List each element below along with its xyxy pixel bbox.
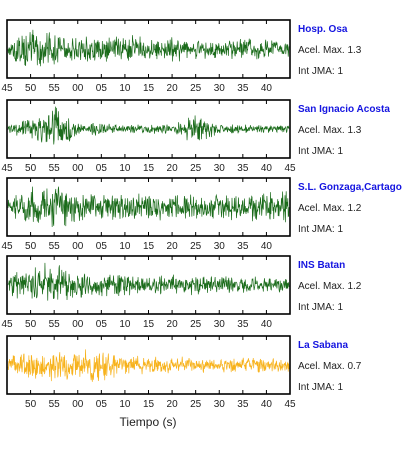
x-ticks-1: 45 50 55 00 05 10 15 20 25 30 35 40 bbox=[1, 20, 272, 94]
x-tick-label: 35 bbox=[237, 399, 249, 410]
panel-4: 45 50 55 00 05 10 15 20 25 30 35 40 INS Batan Acel. M… bbox=[1, 255, 362, 330]
x-tick-label: 10 bbox=[119, 241, 131, 252]
x-tick-label: 25 bbox=[190, 399, 202, 410]
x-tick-label: 20 bbox=[167, 319, 179, 330]
panels-group: 45 50 55 00 05 10 15 20 25 30 35 40 Hosp. Osa Acel. M… bbox=[1, 19, 402, 410]
station-name-1: Hosp. Osa bbox=[298, 24, 348, 35]
x-tick-label: 20 bbox=[167, 83, 179, 94]
x-tick-label: 05 bbox=[96, 319, 108, 330]
int-jma-label-3: Int JMA: 1 bbox=[298, 224, 343, 235]
panel-1: 45 50 55 00 05 10 15 20 25 30 35 40 Hosp. Osa Acel. M… bbox=[1, 19, 362, 94]
x-tick-label: 50 bbox=[25, 319, 37, 330]
x-tick-label: 30 bbox=[214, 241, 226, 252]
accel-max-label-5: Acel. Max. 0.7 bbox=[298, 361, 362, 372]
x-tick-label: 45 bbox=[1, 241, 13, 252]
x-tick-label: 45 bbox=[284, 163, 296, 174]
x-tick-label: 00 bbox=[72, 83, 84, 94]
x-tick-label: 55 bbox=[49, 163, 61, 174]
x-tick-label: 45 bbox=[1, 83, 13, 94]
x-tick-label: 50 bbox=[25, 163, 37, 174]
x-tick-label: 00 bbox=[72, 163, 84, 174]
x-tick-label: 05 bbox=[96, 83, 108, 94]
panel-2: 45 50 55 00 05 10 15 20 25 30 35 40 45 San Ignacio Ac… bbox=[1, 99, 390, 174]
x-tick-label: 25 bbox=[190, 163, 202, 174]
x-tick-label: 10 bbox=[119, 399, 131, 410]
x-ticks-3: 45 50 55 00 05 10 15 20 25 30 35 40 bbox=[1, 178, 272, 252]
x-tick-label: 55 bbox=[49, 241, 61, 252]
x-tick-label: 20 bbox=[167, 241, 179, 252]
int-jma-label-5: Int JMA: 1 bbox=[298, 382, 343, 393]
x-tick-label: 05 bbox=[96, 399, 108, 410]
x-tick-label: 30 bbox=[214, 163, 226, 174]
x-axis-label: Tiempo (s) bbox=[120, 415, 177, 429]
x-tick-label: 35 bbox=[237, 241, 249, 252]
x-tick-label: 10 bbox=[119, 319, 131, 330]
accel-max-label-2: Acel. Max. 1.3 bbox=[298, 125, 362, 136]
x-tick-label: 15 bbox=[143, 83, 155, 94]
int-jma-label-1: Int JMA: 1 bbox=[298, 66, 343, 77]
x-tick-label: 55 bbox=[49, 83, 61, 94]
x-tick-label: 15 bbox=[143, 163, 155, 174]
x-tick-label: 30 bbox=[214, 83, 226, 94]
panel-3: 45 50 55 00 05 10 15 20 25 30 35 40 S.L. Gonzaga,Car… bbox=[1, 177, 402, 252]
x-tick-label: 05 bbox=[96, 163, 108, 174]
x-tick-label: 00 bbox=[72, 319, 84, 330]
x-tick-label: 40 bbox=[261, 319, 273, 330]
trace-1 bbox=[7, 29, 290, 67]
trace-4 bbox=[7, 262, 290, 301]
x-tick-label: 20 bbox=[167, 399, 179, 410]
station-name-2: San Ignacio Acosta bbox=[298, 104, 390, 115]
x-ticks-5: 50 55 00 05 10 15 20 25 30 35 40 45 bbox=[25, 336, 296, 410]
trace-5 bbox=[7, 349, 290, 382]
x-tick-label: 45 bbox=[284, 399, 296, 410]
station-name-4: INS Batan bbox=[298, 260, 345, 271]
x-tick-label: 25 bbox=[190, 83, 202, 94]
x-tick-label: 00 bbox=[72, 241, 84, 252]
x-tick-label: 15 bbox=[143, 241, 155, 252]
x-tick-label: 35 bbox=[237, 83, 249, 94]
x-tick-label: 15 bbox=[143, 399, 155, 410]
x-tick-label: 45 bbox=[1, 163, 13, 174]
x-tick-label: 40 bbox=[261, 399, 273, 410]
x-tick-label: 35 bbox=[237, 319, 249, 330]
x-tick-label: 00 bbox=[72, 399, 84, 410]
x-tick-label: 50 bbox=[25, 399, 37, 410]
x-tick-label: 25 bbox=[190, 319, 202, 330]
x-tick-label: 45 bbox=[1, 319, 13, 330]
x-tick-label: 55 bbox=[49, 399, 61, 410]
x-tick-label: 30 bbox=[214, 399, 226, 410]
int-jma-label-2: Int JMA: 1 bbox=[298, 146, 343, 157]
accel-max-label-1: Acel. Max. 1.3 bbox=[298, 45, 362, 56]
x-tick-label: 20 bbox=[167, 163, 179, 174]
trace-2 bbox=[7, 106, 290, 145]
x-tick-label: 50 bbox=[25, 241, 37, 252]
x-tick-label: 05 bbox=[96, 241, 108, 252]
x-tick-label: 50 bbox=[25, 83, 37, 94]
x-tick-label: 40 bbox=[261, 241, 273, 252]
station-name-3: S.L. Gonzaga,Cartago bbox=[298, 182, 402, 193]
station-name-5: La Sabana bbox=[298, 340, 348, 351]
x-ticks-2: 45 50 55 00 05 10 15 20 25 30 35 40 45 bbox=[1, 100, 296, 174]
accel-max-label-4: Acel. Max. 1.2 bbox=[298, 281, 362, 292]
accel-max-label-3: Acel. Max. 1.2 bbox=[298, 203, 362, 214]
x-tick-label: 15 bbox=[143, 319, 155, 330]
x-tick-label: 35 bbox=[237, 163, 249, 174]
x-tick-label: 40 bbox=[261, 83, 273, 94]
x-tick-label: 40 bbox=[261, 163, 273, 174]
x-ticks-4: 45 50 55 00 05 10 15 20 25 30 35 40 bbox=[1, 256, 272, 330]
panel-5: 50 55 00 05 10 15 20 25 30 35 40 45 La Sabana Acel. M… bbox=[6, 335, 362, 410]
int-jma-label-4: Int JMA: 1 bbox=[298, 302, 343, 313]
x-tick-label: 10 bbox=[119, 83, 131, 94]
x-tick-label: 25 bbox=[190, 241, 202, 252]
x-tick-label: 55 bbox=[49, 319, 61, 330]
trace-3 bbox=[7, 186, 290, 227]
x-tick-label: 10 bbox=[119, 163, 131, 174]
x-tick-label: 30 bbox=[214, 319, 226, 330]
